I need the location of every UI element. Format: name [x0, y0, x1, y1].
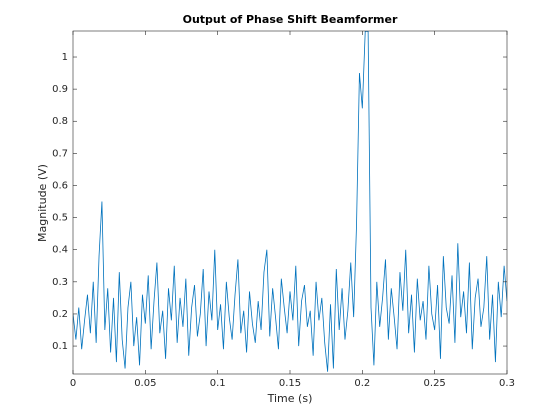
y-tick-label: 0.5	[52, 213, 68, 224]
data-line	[73, 31, 507, 372]
y-axis-label: Magnitude (V)	[36, 164, 49, 242]
y-tick-label: 0.4	[52, 245, 68, 256]
y-tick-label: 0.2	[52, 309, 68, 320]
y-tick-label: 0.3	[52, 277, 68, 288]
chart-title: Output of Phase Shift Beamformer	[183, 13, 398, 26]
x-tick-label: 0.2	[354, 378, 370, 389]
y-tick-label: 0.7	[52, 148, 68, 159]
y-tick-label: 1	[62, 52, 68, 63]
x-tick-label: 0.05	[134, 378, 156, 389]
y-tick-label: 0.8	[52, 116, 68, 127]
x-tick-label: 0.15	[279, 378, 301, 389]
x-tick-label: 0.3	[499, 378, 515, 389]
x-tick-label: 0.25	[424, 378, 446, 389]
y-tick-label: 0.9	[52, 84, 68, 95]
y-tick-label: 0.6	[52, 180, 68, 191]
x-tick-label: 0.1	[210, 378, 226, 389]
y-tick-label: 0.1	[52, 341, 68, 352]
x-axis-label: Time (s)	[267, 392, 313, 405]
x-tick-label: 0	[70, 378, 76, 389]
